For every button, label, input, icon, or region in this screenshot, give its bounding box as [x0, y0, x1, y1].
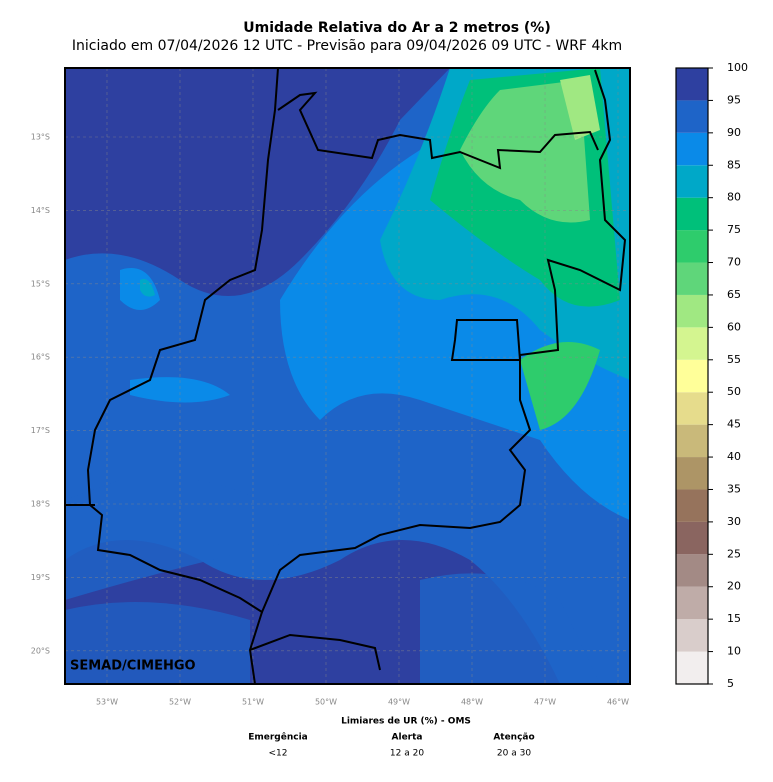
- level-range: 20 a 30: [497, 749, 531, 759]
- level-range: <12: [269, 749, 288, 759]
- colorbar-label: 5: [727, 677, 734, 690]
- lon-label: 47°W: [534, 698, 556, 707]
- level-name: Alerta: [392, 733, 423, 743]
- colorbar-label: 50: [727, 385, 741, 398]
- colorbar-swatch: [676, 327, 708, 360]
- colorbar-swatch: [676, 651, 708, 684]
- colorbar: 5 10 15 20 25 30 35 40 45 50 55 60 65 70 75 80 85 90 95 100: [675, 61, 748, 690]
- footer-title: Limiares de UR (%) - OMS: [341, 717, 471, 727]
- colorbar-swatch: [676, 262, 708, 295]
- colorbar-swatch: [676, 197, 708, 231]
- colorbar-swatch: [676, 230, 708, 263]
- colorbar-swatch: [676, 165, 708, 198]
- colorbar-swatch: [676, 132, 708, 166]
- colorbar-swatch: [676, 521, 708, 555]
- lat-label: 16°S: [31, 353, 50, 362]
- subtitle: Iniciado em 07/04/2026 12 UTC - Previsão…: [72, 38, 622, 54]
- colorbar-swatch: [676, 294, 708, 328]
- colorbar-frame: [675, 67, 709, 685]
- lon-label: 50°W: [315, 698, 337, 707]
- colorbar-swatch: [676, 68, 708, 101]
- lat-label: 18°S: [31, 500, 50, 509]
- colorbar-swatch: [676, 619, 708, 652]
- colorbar-label: 100: [727, 61, 748, 74]
- borders: [65, 68, 627, 684]
- colorbar-label: 90: [727, 126, 741, 139]
- colorbar-swatch: [676, 392, 708, 425]
- lat-label: 14°S: [31, 206, 50, 215]
- colorbar-swatch: [676, 359, 708, 393]
- footer-levels: Emergência <12 Alerta 12 a 20 Atenção 20 a 30: [248, 732, 534, 759]
- lon-label: 46°W: [607, 698, 629, 707]
- colorbar-label: 25: [727, 547, 741, 560]
- colorbar-swatch: [676, 100, 708, 133]
- lat-label: 13°S: [31, 133, 50, 142]
- lon-label: 52°W: [169, 698, 191, 707]
- colorbar-swatch: [676, 489, 708, 522]
- colorbar-label: 35: [727, 482, 741, 495]
- lat-label: 19°S: [31, 573, 50, 582]
- colorbar-swatch: [676, 554, 708, 587]
- colorbar-swatch: [676, 457, 708, 490]
- title: Umidade Relativa do Ar a 2 metros (%): [243, 20, 550, 36]
- lon-label: 53°W: [96, 698, 118, 707]
- credit: SEMAD/CIMEHGO: [70, 659, 196, 674]
- colorbar-label: 70: [727, 256, 741, 269]
- level-name: Atenção: [493, 733, 534, 743]
- colorbar-label: 40: [727, 450, 741, 463]
- colorbar-label: 10: [727, 645, 741, 658]
- lat-label: 20°S: [31, 646, 50, 655]
- colorbar-label: 55: [727, 353, 741, 366]
- lon-label: 49°W: [388, 698, 410, 707]
- lon-label: 51°W: [242, 698, 264, 707]
- colorbar-swatch: [676, 586, 708, 620]
- lat-label: 15°S: [31, 279, 50, 288]
- map-frame: [64, 67, 631, 685]
- colorbar-label: 20: [727, 580, 741, 593]
- graticule: [65, 68, 630, 684]
- colorbar-label: 65: [727, 288, 741, 301]
- colorbar-label: 60: [727, 320, 741, 333]
- map-field: [65, 68, 630, 684]
- lon-label: 48°W: [461, 698, 483, 707]
- colorbar-label: 30: [727, 515, 741, 528]
- colorbar-label: 80: [727, 191, 741, 204]
- colorbar-label: 95: [727, 93, 741, 106]
- colorbar-label: 45: [727, 418, 741, 431]
- level-name: Emergência: [248, 732, 308, 743]
- level-range: 12 a 20: [390, 749, 424, 759]
- lat-label: 17°S: [31, 426, 50, 435]
- colorbar-label: 15: [727, 612, 741, 625]
- colorbar-label: 85: [727, 158, 741, 171]
- colorbar-swatch: [676, 424, 708, 458]
- colorbar-label: 75: [727, 223, 741, 236]
